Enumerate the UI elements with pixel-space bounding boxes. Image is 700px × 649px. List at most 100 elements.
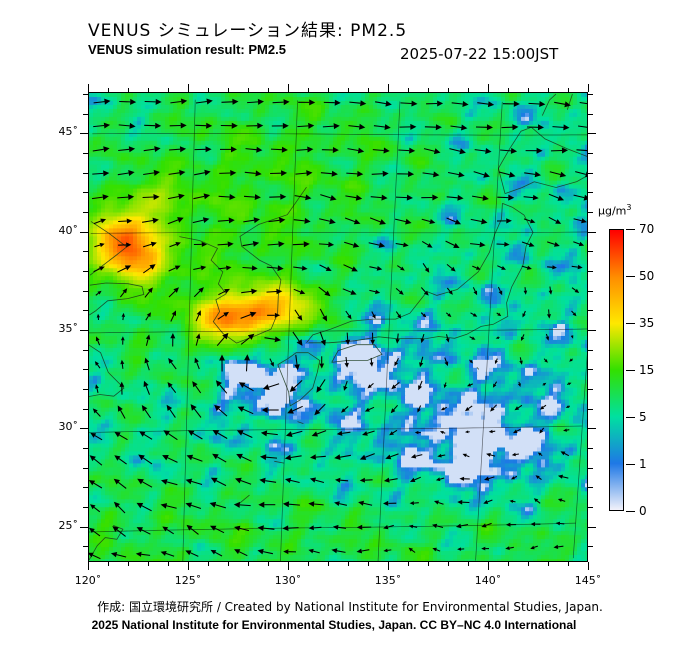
latitude-minor-tick xyxy=(83,192,88,194)
colorbar-tick-mark xyxy=(626,370,635,371)
longitude-top-tick xyxy=(248,88,249,92)
colorbar-unit-text: μg/m xyxy=(598,204,627,218)
credit-license: 2025 National Institute for Environmenta… xyxy=(91,618,577,632)
latitude-minor-tick xyxy=(83,546,88,548)
longitude-top-tick xyxy=(228,88,229,92)
latitude-minor-tick xyxy=(83,467,88,469)
longitude-minor-tick xyxy=(568,562,569,566)
longitude-minor-tick xyxy=(548,562,549,566)
colorbar-gradient xyxy=(609,229,624,511)
longitude-top-tick xyxy=(408,88,409,92)
latitude-right-tick xyxy=(588,192,593,194)
credit-institution: 作成: 国立環境研究所 / Created by National Instit… xyxy=(97,600,603,614)
simulation-datetime: 2025-07-22 15:00JST xyxy=(400,45,559,63)
longitude-top-tick xyxy=(588,84,589,92)
longitude-top-tick xyxy=(428,88,429,92)
pm25-map-plot xyxy=(88,92,588,562)
longitude-minor-tick xyxy=(368,562,369,566)
colorbar-tick-mark xyxy=(626,229,635,230)
longitude-top-tick xyxy=(468,88,469,92)
longitude-minor-tick xyxy=(108,562,109,566)
longitude-top-tick xyxy=(148,88,149,92)
longitude-axis-label: 125˚ xyxy=(174,574,202,587)
longitude-top-tick xyxy=(328,88,329,92)
longitude-minor-tick xyxy=(348,562,349,566)
latitude-right-tick xyxy=(588,526,596,528)
longitude-top-tick xyxy=(308,88,309,92)
latitude-minor-tick xyxy=(83,349,88,351)
longitude-top-tick xyxy=(168,88,169,92)
latitude-right-tick xyxy=(588,231,596,233)
latitude-right-tick xyxy=(588,113,593,115)
latitude-right-tick xyxy=(588,211,593,213)
longitude-top-tick xyxy=(528,88,529,92)
longitude-minor-tick xyxy=(528,562,529,566)
longitude-top-tick xyxy=(108,88,109,92)
latitude-minor-tick xyxy=(83,310,88,312)
latitude-right-tick xyxy=(588,546,593,548)
colorbar-unit-exponent: 3 xyxy=(626,203,632,212)
longitude-major-tick xyxy=(388,562,389,570)
latitude-axis-label: 25˚ xyxy=(58,518,79,532)
latitude-right-tick xyxy=(588,152,593,154)
longitude-minor-tick xyxy=(228,562,229,566)
longitude-top-tick xyxy=(548,88,549,92)
colorbar-tick-mark xyxy=(626,464,635,465)
latitude-right-tick xyxy=(588,487,593,489)
longitude-minor-tick xyxy=(448,562,449,566)
longitude-top-tick xyxy=(188,84,189,92)
latitude-right-tick xyxy=(588,349,593,351)
colorbar-tick-label: 70 xyxy=(639,222,655,236)
concentration-raster xyxy=(89,93,587,561)
latitude-minor-tick xyxy=(83,408,88,410)
graticule-layer xyxy=(89,99,587,561)
latitude-right-tick xyxy=(588,172,593,174)
latitude-major-tick xyxy=(80,526,88,528)
pm25-concentration-field xyxy=(89,93,587,561)
longitude-top-tick xyxy=(88,84,89,92)
latitude-minor-tick xyxy=(83,369,88,371)
longitude-axis-label: 120˚ xyxy=(74,574,102,587)
colorbar-tick-label: 5 xyxy=(639,410,647,424)
latitude-right-tick xyxy=(588,133,596,135)
latitude-right-tick xyxy=(588,290,593,292)
longitude-minor-tick xyxy=(308,562,309,566)
longitude-axis-label: 140˚ xyxy=(474,574,502,587)
longitude-top-tick xyxy=(208,88,209,92)
longitude-top-tick xyxy=(128,88,129,92)
wind-vector-layer xyxy=(89,98,587,560)
colorbar-tick-label: 50 xyxy=(639,269,655,283)
latitude-right-tick xyxy=(588,270,593,272)
longitude-minor-tick xyxy=(248,562,249,566)
longitude-minor-tick xyxy=(428,562,429,566)
longitude-minor-tick xyxy=(168,562,169,566)
longitude-minor-tick xyxy=(268,562,269,566)
colorbar-unit-label: μg/m3 xyxy=(598,203,632,218)
latitude-minor-tick xyxy=(83,93,88,95)
latitude-minor-tick xyxy=(83,270,88,272)
longitude-major-tick xyxy=(588,562,589,570)
longitude-minor-tick xyxy=(148,562,149,566)
latitude-minor-tick xyxy=(83,388,88,390)
page-title-japanese: VENUS シミュレーション結果: PM2.5 xyxy=(88,21,408,41)
colorbar-tick-label: 0 xyxy=(639,504,647,518)
longitude-minor-tick xyxy=(128,562,129,566)
longitude-top-tick xyxy=(568,88,569,92)
longitude-top-tick xyxy=(268,88,269,92)
longitude-major-tick xyxy=(88,562,89,570)
latitude-right-tick xyxy=(588,329,596,331)
latitude-right-tick xyxy=(588,369,593,371)
longitude-top-tick xyxy=(288,84,289,92)
latitude-minor-tick xyxy=(83,251,88,253)
longitude-axis-label: 130˚ xyxy=(274,574,302,587)
latitude-major-tick xyxy=(80,428,88,430)
latitude-major-tick xyxy=(80,231,88,233)
latitude-axis-label: 30˚ xyxy=(58,420,79,434)
latitude-minor-tick xyxy=(83,113,88,115)
latitude-right-tick xyxy=(588,467,593,469)
latitude-minor-tick xyxy=(83,172,88,174)
longitude-axis-label: 145˚ xyxy=(574,574,602,587)
longitude-top-tick xyxy=(448,88,449,92)
colorbar-tick-label: 1 xyxy=(639,457,647,471)
colorbar-tick-mark xyxy=(626,276,635,277)
